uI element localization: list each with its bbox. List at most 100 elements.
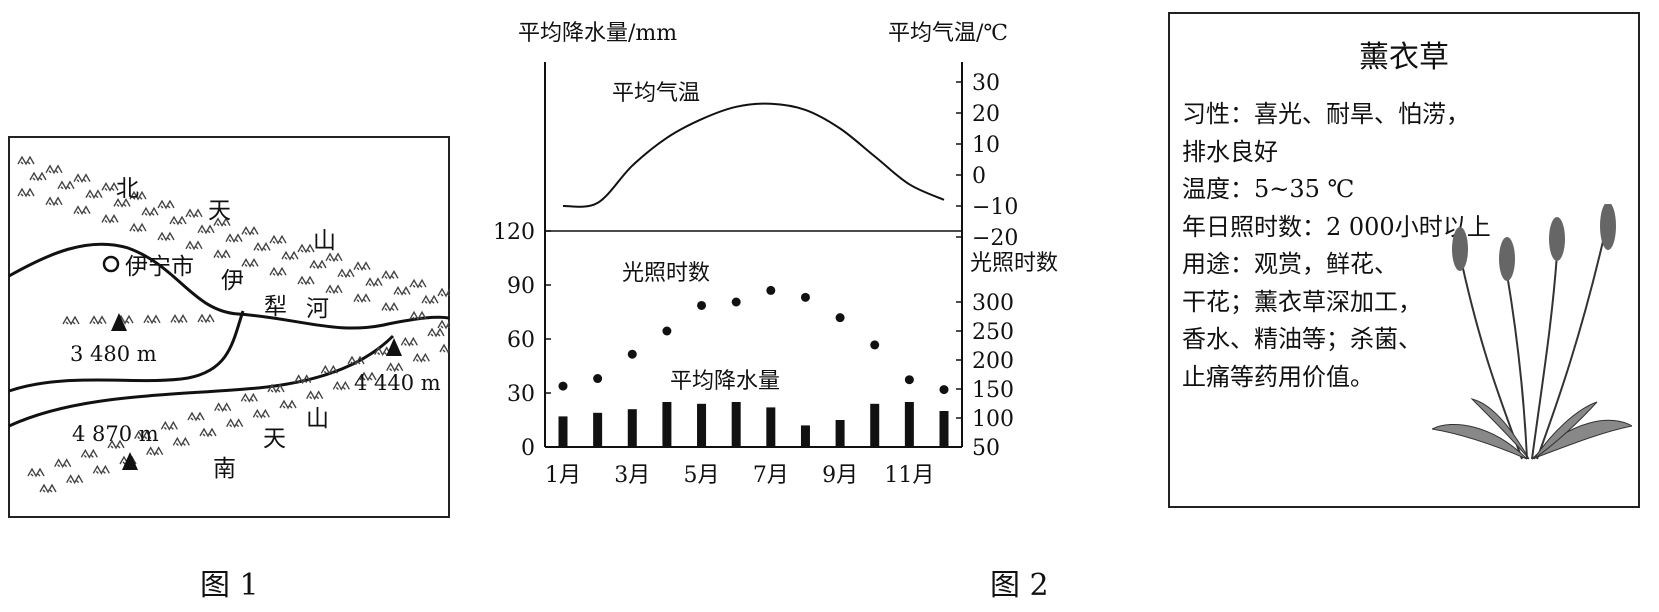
- peak-icon-4870: [122, 452, 138, 470]
- sunshine-dot: [939, 385, 949, 395]
- peak-label-4440: 4 440 m: [354, 371, 441, 395]
- left-tick-label: 0: [521, 436, 535, 461]
- left-tick-label: 60: [507, 328, 535, 353]
- sunshine-dots: [558, 285, 949, 395]
- left-tick-label: 30: [507, 382, 535, 407]
- sunshine-dot: [627, 349, 637, 359]
- mountain-glyph-icon: [400, 336, 418, 347]
- city-marker-icon: [102, 255, 120, 273]
- mountain-glyph-icon: [213, 217, 231, 228]
- mountain-glyph-icon: [199, 427, 217, 438]
- info-line: 年日照时数：2 000小时以上: [1182, 212, 1491, 241]
- mountain-glyph-icon: [101, 213, 119, 224]
- left-tick-label: 120: [493, 220, 535, 245]
- sunshine-dot: [870, 340, 880, 350]
- mountain-glyph-icon: [45, 164, 63, 175]
- figure1-map: 伊宁市 北 天 山 伊 犁 河 山 天 南 3 480 m 4 440 m 4 …: [8, 136, 450, 518]
- precip-bar: [939, 411, 949, 447]
- figure2-climate-chart: 平均降水量/mm 平均气温/℃ 光照时数 03060901203020100−1…: [493, 21, 1058, 488]
- label-south-2: 天: [263, 426, 286, 452]
- mountain-glyph-icon: [241, 225, 259, 236]
- mountain-glyph-icon: [172, 436, 190, 447]
- info-line: 香水、精油等；杀菌、: [1182, 325, 1422, 353]
- temp-tick-label: 0: [972, 164, 986, 189]
- mountain-glyph-icon: [297, 243, 315, 254]
- x-tick-label: 5月: [684, 463, 720, 488]
- lavender-info-box: 薰衣草 习性：喜光、耐旱、怕涝， 排水良好 温度：5~35 ℃ 年日照时数：2 …: [1168, 12, 1640, 508]
- mountain-glyph-icon: [185, 208, 203, 219]
- city-label: 伊宁市: [125, 254, 194, 280]
- info-line: 温度：5~35 ℃: [1182, 175, 1355, 203]
- mountain-glyph-icon: [240, 392, 258, 403]
- mountain-glyph-icon: [197, 224, 215, 235]
- mountain-glyph-icon: [107, 439, 125, 450]
- precip-bar: [662, 402, 672, 447]
- mountain-glyph-icon: [325, 252, 343, 263]
- temp-tick-label: 10: [972, 133, 1000, 158]
- mountain-glyph-icon: [281, 250, 299, 261]
- label-river-2: 犁: [264, 294, 287, 320]
- precip-bar: [731, 402, 741, 447]
- series-label-precip: 平均降水量: [670, 369, 780, 394]
- mountain-glyph-icon: [226, 418, 244, 429]
- precip-bar: [904, 402, 914, 447]
- info-line: 用途：观赏，鲜花、: [1182, 250, 1398, 278]
- x-tick-label: 1月: [545, 463, 581, 488]
- mountain-glyph-icon: [101, 181, 119, 192]
- river-line-lower: [8, 334, 395, 428]
- precip-bar: [870, 403, 880, 447]
- sun-tick-label: 250: [972, 320, 1014, 345]
- mountain-glyph-icon: [267, 383, 285, 394]
- mountain-glyph-icon: [320, 364, 338, 375]
- x-tick-label: 9月: [822, 463, 858, 488]
- mountain-glyph-icon: [54, 458, 72, 469]
- label-north-1: 北: [116, 176, 139, 202]
- peak-icon-4440: [386, 338, 402, 356]
- mountain-glyph-icon: [39, 483, 57, 494]
- precip-bar: [593, 412, 603, 447]
- label-river-3: 河: [306, 296, 329, 322]
- precip-bar: [835, 420, 845, 447]
- precip-bar: [697, 403, 707, 447]
- lavender-plant-icon: [1432, 204, 1632, 460]
- mountain-glyph-icon: [297, 275, 315, 286]
- mountain-glyph-icon: [225, 233, 243, 244]
- sunshine-dot: [593, 374, 603, 384]
- mountain-glyph-icon: [92, 464, 110, 475]
- river-line-south: [8, 310, 245, 393]
- mountain-glyph-icon: [66, 474, 84, 485]
- mountain-glyph-icon: [353, 293, 371, 304]
- mountain-glyph-icon: [386, 362, 404, 373]
- mountain-glyph-icon: [332, 380, 350, 391]
- info-line: 排水良好: [1182, 137, 1278, 166]
- mountain-glyph-icon: [437, 319, 450, 330]
- label-south-3: 山: [306, 406, 329, 432]
- mountain-glyph-icon: [146, 446, 164, 457]
- temp-tick-label: −20: [972, 226, 1018, 251]
- mountain-glyph-icon: [359, 371, 377, 382]
- left-axis-title: 平均降水量/mm: [518, 21, 677, 46]
- mountain-glyph-icon: [347, 355, 365, 366]
- temp-tick-label: −10: [972, 195, 1018, 220]
- mountain-glyph-icon: [187, 411, 205, 422]
- mountain-glyph-icon: [325, 284, 343, 295]
- sun-axis-title: 光照时数: [970, 251, 1058, 276]
- sunshine-dot: [697, 300, 707, 310]
- mountain-glyph-icon: [160, 420, 178, 431]
- mountain-glyph-icon: [412, 352, 430, 363]
- mountain-glyph-icon: [17, 187, 35, 198]
- info-lines: 习性：喜光、耐旱、怕涝， 排水良好 温度：5~35 ℃ 年日照时数：2 000小…: [1182, 96, 1491, 396]
- temp-line: [562, 102, 945, 208]
- mountain-glyph-icon: [269, 266, 287, 277]
- mountain-glyph-icon: [294, 374, 312, 385]
- precip-bar: [766, 407, 776, 447]
- mountain-glyph-icon: [253, 241, 271, 252]
- mountain-glyph-icon: [143, 314, 161, 325]
- mountain-glyph-icon: [141, 206, 159, 217]
- mountain-glyph-icon: [129, 190, 147, 201]
- sunshine-dot: [835, 313, 845, 323]
- sunshine-dot: [766, 285, 776, 295]
- sun-tick-label: 300: [972, 291, 1014, 316]
- mountain-glyph-icon: [252, 408, 270, 419]
- sun-tick-label: 100: [972, 407, 1014, 432]
